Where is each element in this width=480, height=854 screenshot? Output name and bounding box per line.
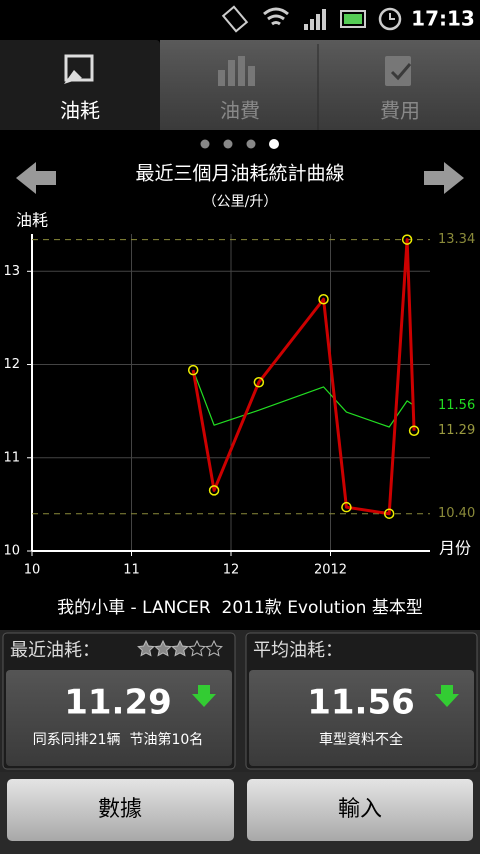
tab-background: [160, 40, 480, 130]
tab-label[interactable]: 油費: [220, 99, 260, 123]
end-label: 11.29: [438, 423, 475, 438]
chart-subtitle: （公里/升）: [203, 194, 278, 210]
card-box: [249, 670, 474, 766]
point-marker: [253, 376, 265, 388]
button[interactable]: [7, 779, 234, 841]
end-label: 11.56: [438, 398, 475, 413]
chart-title: 最近三個月油耗統計曲線: [135, 163, 344, 185]
tab-label[interactable]: 費用: [380, 99, 420, 123]
x-tick-label: 12: [223, 563, 240, 578]
button-label[interactable]: 輸入: [338, 797, 382, 822]
button[interactable]: [247, 779, 473, 841]
card-box: [6, 670, 232, 766]
card-value: 11.29: [64, 683, 172, 723]
car-name: 我的小車 - LANCER 2011款 Evolution 基本型: [57, 598, 423, 618]
page-indicator: [200, 139, 279, 149]
down-icon: [192, 685, 216, 707]
x-tick-label: 11: [123, 563, 140, 578]
y-tick-label: 10: [3, 544, 20, 559]
card-note: 車型資料不全: [319, 731, 403, 748]
card-value: 11.56: [307, 683, 415, 723]
tab-active[interactable]: [0, 40, 160, 130]
rating-stars: [137, 639, 223, 657]
x-tick-label: 10: [24, 563, 41, 578]
reference-label: 13.34: [438, 232, 475, 247]
tab-icons: [64, 54, 412, 86]
plot: 10 11 12 13 10 11 12 2012 13.34 10.40 11.56 11.29: [3, 232, 475, 577]
point-marker: [318, 294, 329, 305]
status-bar: [0, 0, 480, 38]
prev-arrow[interactable]: [16, 162, 56, 194]
x-tick-label: 2012: [314, 563, 347, 578]
next-arrow[interactable]: [424, 162, 464, 194]
y-tick-label: 12: [3, 357, 20, 372]
reference-label: 10.40: [438, 506, 475, 521]
y-tick-label: 11: [3, 450, 20, 465]
y-axis-label: 油耗: [16, 211, 48, 230]
button-label[interactable]: 數據: [98, 797, 142, 822]
card-note: 同系同排21辆 节油第10名: [33, 731, 204, 748]
clock: 17:13: [411, 7, 475, 31]
card-title: 最近油耗：: [10, 640, 100, 661]
y-tick-label: 13: [3, 264, 20, 279]
card-title: 平均油耗：: [253, 640, 343, 661]
point-marker: [208, 485, 220, 496]
x-axis-label: 月份: [439, 539, 471, 558]
point-marker: [408, 425, 420, 436]
point-marker: [341, 501, 352, 513]
series-line: [192, 369, 415, 428]
series-line: [191, 238, 416, 516]
status-icons: [221, 5, 402, 33]
down-icon: [435, 685, 459, 707]
point-marker: [383, 508, 395, 519]
tab-label[interactable]: 油耗: [60, 99, 100, 123]
point-marker: [401, 234, 413, 245]
point-marker: [187, 364, 199, 376]
